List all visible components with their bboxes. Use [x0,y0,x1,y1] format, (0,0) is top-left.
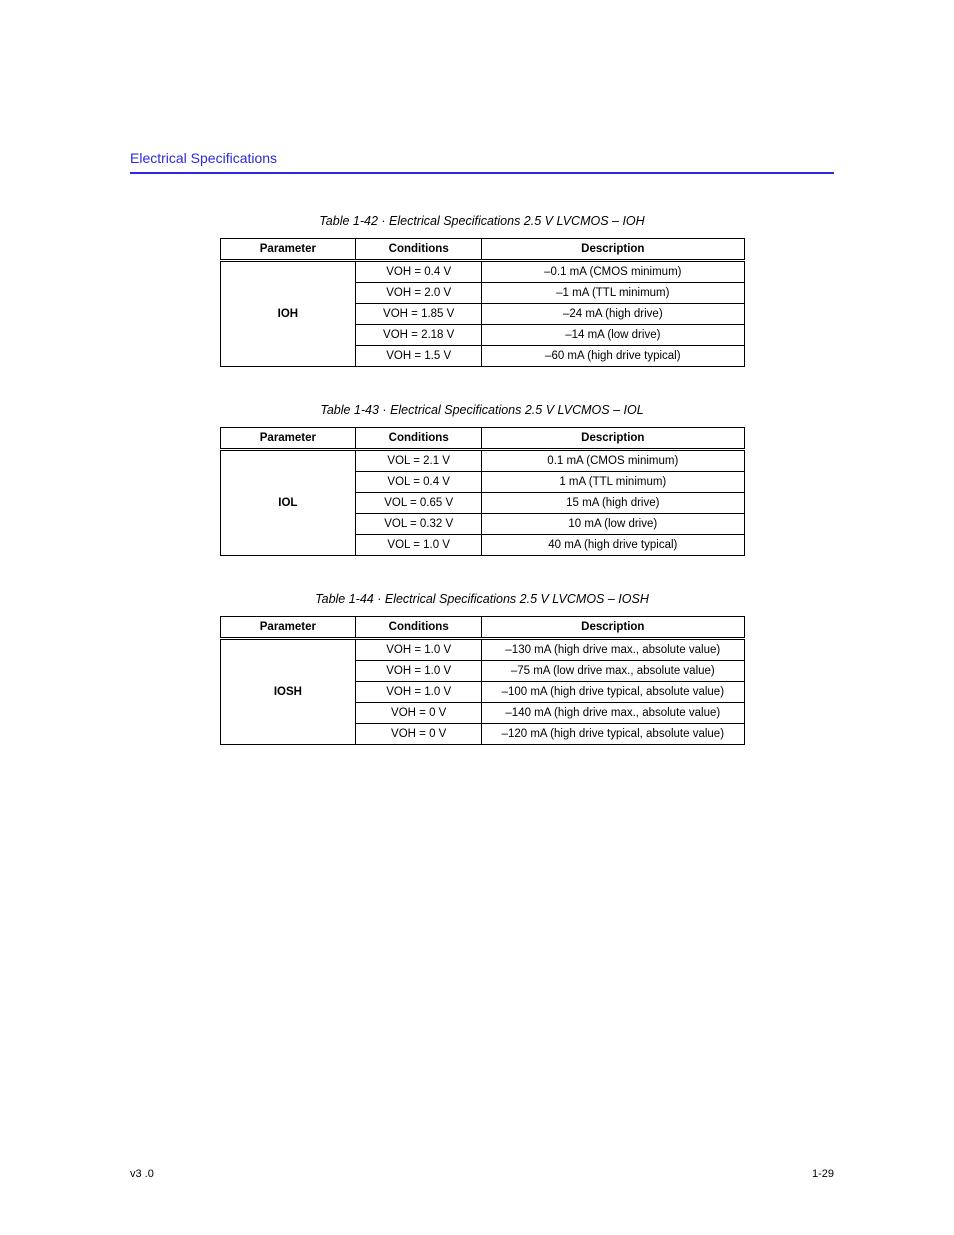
cell-description: –24 mA (high drive) [482,304,744,325]
table-ioh: Parameter Conditions Description IOH VOH… [220,238,745,367]
cell-condition: VOH = 2.18 V [356,325,482,346]
table-row: IOSH VOH = 1.0 V –130 mA (high drive max… [220,639,744,661]
col-header-conditions: Conditions [356,239,482,261]
footer-release: v3 .0 [130,1168,154,1180]
col-header-description: Description [482,239,744,261]
page-footer: v3 .0 1-29 [130,1168,834,1180]
cell-condition: VOL = 2.1 V [356,450,482,472]
cell-description: –100 mA (high drive typical, absolute va… [482,682,744,703]
cell-description: –140 mA (high drive max., absolute value… [482,703,744,724]
table-caption-iol: Table 1-43 · Electrical Specifications 2… [130,403,834,417]
table-header-row: Parameter Conditions Description [220,239,744,261]
header-rule [130,172,834,174]
table-iol: Parameter Conditions Description IOL VOL… [220,427,745,556]
cell-condition: VOL = 0.4 V [356,472,482,493]
col-header-conditions: Conditions [356,617,482,639]
cell-description: –120 mA (high drive typical, absolute va… [482,724,744,745]
cell-description: 40 mA (high drive typical) [482,535,744,556]
cell-parameter: IOSH [220,639,356,745]
cell-condition: VOL = 0.65 V [356,493,482,514]
footer-page-number: 1-29 [812,1168,834,1180]
table-header-row: Parameter Conditions Description [220,428,744,450]
cell-condition: VOH = 0.4 V [356,261,482,283]
cell-condition: VOH = 1.5 V [356,346,482,367]
table-row: IOL VOL = 2.1 V 0.1 mA (CMOS minimum) [220,450,744,472]
cell-condition: VOL = 1.0 V [356,535,482,556]
table-iosh: Parameter Conditions Description IOSH VO… [220,616,745,745]
cell-condition: VOH = 1.0 V [356,661,482,682]
cell-description: 15 mA (high drive) [482,493,744,514]
cell-condition: VOH = 1.0 V [356,682,482,703]
cell-description: –60 mA (high drive typical) [482,346,744,367]
col-header-parameter: Parameter [220,428,356,450]
cell-description: 1 mA (TTL minimum) [482,472,744,493]
cell-condition: VOH = 0 V [356,703,482,724]
cell-description: –130 mA (high drive max., absolute value… [482,639,744,661]
cell-condition: VOH = 2.0 V [356,283,482,304]
table-row: IOH VOH = 0.4 V –0.1 mA (CMOS minimum) [220,261,744,283]
cell-parameter: IOH [220,261,356,367]
col-header-conditions: Conditions [356,428,482,450]
col-header-description: Description [482,428,744,450]
cell-description: –0.1 mA (CMOS minimum) [482,261,744,283]
cell-condition: VOH = 1.0 V [356,639,482,661]
page: Electrical Specifications Table 1-42 · E… [0,0,954,1235]
table-caption-iosh: Table 1-44 · Electrical Specifications 2… [130,592,834,606]
table-caption-ioh: Table 1-42 · Electrical Specifications 2… [130,214,834,228]
col-header-description: Description [482,617,744,639]
cell-description: 10 mA (low drive) [482,514,744,535]
cell-parameter: IOL [220,450,356,556]
col-header-parameter: Parameter [220,239,356,261]
col-header-parameter: Parameter [220,617,356,639]
cell-description: –14 mA (low drive) [482,325,744,346]
cell-condition: VOL = 0.32 V [356,514,482,535]
page-header-title: Electrical Specifications [130,150,834,166]
table-header-row: Parameter Conditions Description [220,617,744,639]
cell-description: –75 mA (low drive max., absolute value) [482,661,744,682]
cell-condition: VOH = 1.85 V [356,304,482,325]
cell-description: 0.1 mA (CMOS minimum) [482,450,744,472]
cell-condition: VOH = 0 V [356,724,482,745]
cell-description: –1 mA (TTL minimum) [482,283,744,304]
